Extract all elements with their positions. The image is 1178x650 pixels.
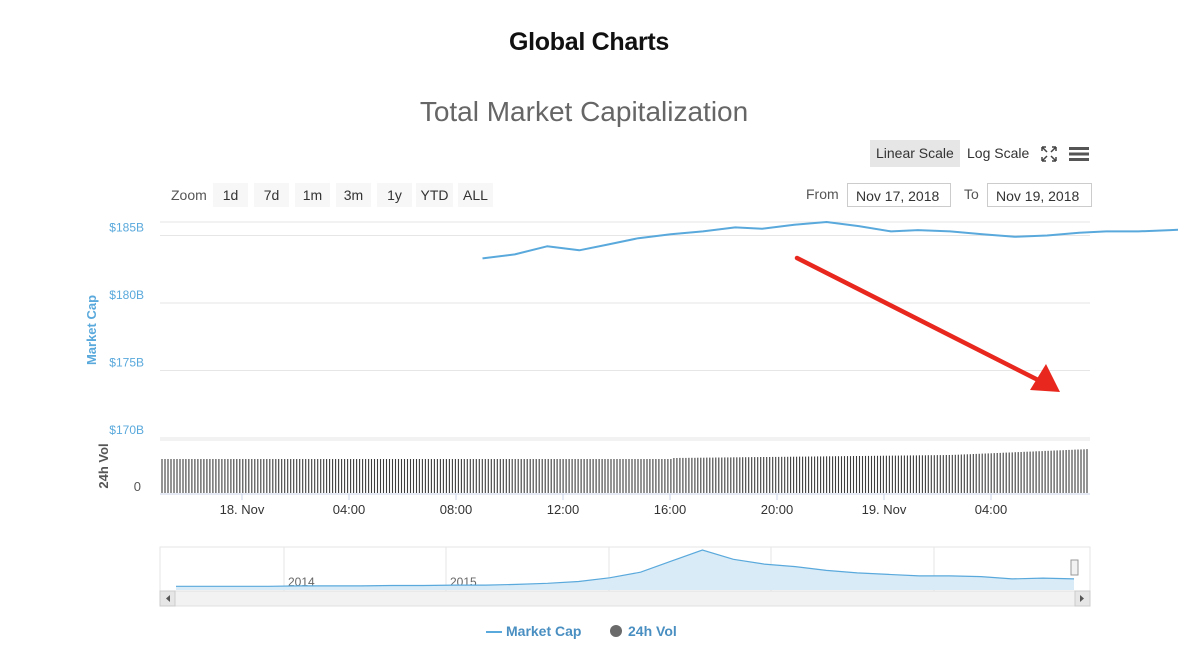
- x-tick-label: 18. Nov: [220, 502, 265, 517]
- to-date-input[interactable]: Nov 19, 2018: [987, 183, 1092, 207]
- zoom-1m-button[interactable]: 1m: [295, 183, 330, 207]
- x-tick-label: 19. Nov: [862, 502, 907, 517]
- zoom-7d-button[interactable]: 7d: [254, 183, 289, 207]
- legend-line-icon: [486, 631, 502, 634]
- market-cap-line: [482, 221, 1178, 260]
- chart-title: Total Market Capitalization: [419, 96, 749, 127]
- x-tick-label: 08:00: [440, 502, 473, 517]
- zoom-all-button[interactable]: ALL: [458, 183, 493, 207]
- y-tick-label: $185B: [109, 221, 144, 235]
- x-tick-label: 12:00: [547, 502, 580, 517]
- x-tick-label: 04:00: [975, 502, 1008, 517]
- zoom-1d-button[interactable]: 1d: [213, 183, 248, 207]
- y-tick-label: $180B: [109, 288, 144, 302]
- legend-market-cap[interactable]: Market Cap: [486, 623, 581, 639]
- hamburger-menu-icon[interactable]: [1068, 145, 1090, 163]
- navigator-handle[interactable]: [1070, 559, 1079, 576]
- x-tick-label: 04:00: [333, 502, 366, 517]
- legend-24h-vol[interactable]: 24h Vol: [610, 623, 677, 639]
- legend-24h-vol-label: 24h Vol: [628, 623, 677, 639]
- zoom-3m-button[interactable]: 3m: [336, 183, 371, 207]
- from-label: From: [806, 186, 839, 202]
- legend-dot-icon: [610, 625, 622, 637]
- y-axis-title: Market Cap: [84, 295, 99, 365]
- navigator-scrollbar[interactable]: [159, 590, 1091, 607]
- y-tick-label: $175B: [109, 356, 144, 370]
- zoom-ytd-button[interactable]: YTD: [416, 183, 453, 207]
- log-scale-button[interactable]: Log Scale: [967, 145, 1030, 161]
- x-tick-label: 20:00: [761, 502, 794, 517]
- navigator-area: [176, 550, 1074, 590]
- zoom-label: Zoom: [171, 187, 207, 203]
- navigator-line: [176, 549, 1075, 587]
- scroll-left-arrow-icon: [166, 595, 170, 602]
- volume-bars: [161, 449, 1088, 493]
- from-date-input[interactable]: Nov 17, 2018: [847, 183, 951, 207]
- fullscreen-icon[interactable]: [1039, 144, 1059, 164]
- linear-scale-button[interactable]: Linear Scale: [870, 140, 960, 167]
- to-label: To: [964, 186, 979, 202]
- volume-zero-label: 0: [134, 479, 141, 494]
- trend-arrow-shaft: [794, 255, 1045, 385]
- legend-market-cap-label: Market Cap: [506, 623, 582, 639]
- y-tick-label: $170B: [109, 423, 144, 437]
- x-tick-label: 16:00: [654, 502, 687, 517]
- trend-arrow-head: [1030, 364, 1060, 392]
- zoom-1y-button[interactable]: 1y: [377, 183, 412, 207]
- volume-axis-title: 24h Vol: [96, 443, 111, 488]
- page-title: Global Charts: [508, 28, 670, 56]
- scroll-right-arrow-icon: [1080, 595, 1084, 602]
